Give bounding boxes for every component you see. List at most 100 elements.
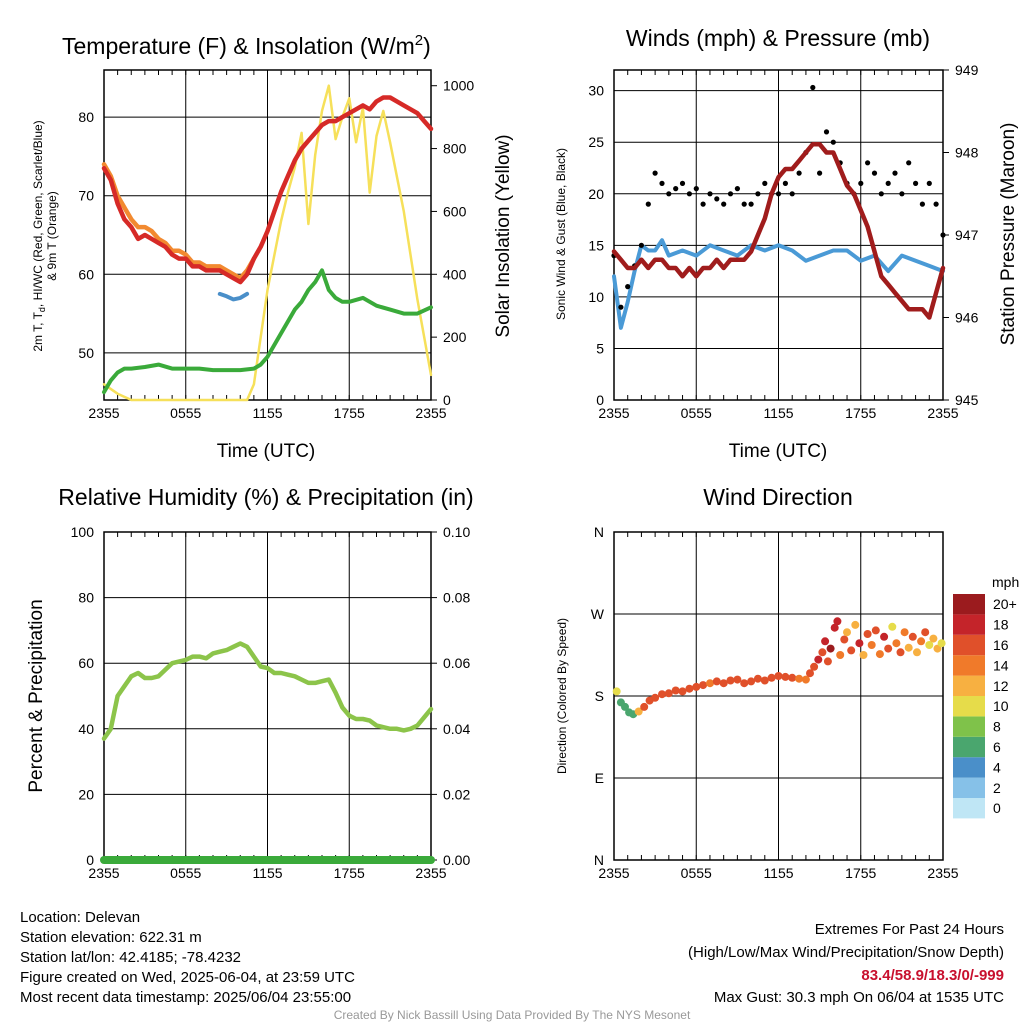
direction-point (830, 623, 839, 632)
wind-y2tick: 946 (955, 310, 979, 326)
direction-point (925, 641, 934, 649)
direction-point (747, 677, 756, 686)
direction-point (818, 648, 827, 657)
direction-point (801, 675, 810, 684)
direction-point (692, 682, 701, 691)
temp-ytick: 80 (78, 109, 94, 125)
temp-xtick: 1155 (252, 405, 282, 421)
gust-point (789, 191, 795, 197)
gust-point (755, 191, 761, 197)
gust-point (707, 191, 713, 197)
temp-panel: 2355 0555 1155 1755 235550607080020040060080… (78, 69, 474, 421)
direction-point (760, 676, 769, 685)
temp-xtick: 2355 (88, 405, 119, 421)
gust-point (721, 201, 727, 207)
dir-ytick: S (595, 688, 604, 704)
temp-series-insolation (102, 84, 433, 402)
direction-point (851, 620, 860, 629)
dir-title: Wind Direction (703, 484, 853, 510)
direction-point (880, 632, 889, 641)
gust-point (940, 232, 946, 238)
gust-point (673, 186, 679, 192)
direction-point (929, 634, 938, 643)
gust-point (885, 180, 891, 186)
dir-xtick: 2355 (598, 865, 629, 881)
direction-point (634, 707, 643, 716)
direction-point (840, 635, 849, 644)
direction-point (726, 676, 735, 685)
temp-y2tick: 800 (443, 141, 467, 157)
rh-xtick: 1155 (252, 865, 282, 881)
gust-point (830, 139, 836, 145)
rh-y2tick: 0.06 (443, 655, 470, 671)
wind-y2label: Station Pressure (Maroon) (998, 123, 1019, 346)
gust-point (878, 191, 884, 197)
direction-point (826, 644, 835, 653)
direction-point (706, 679, 714, 688)
gust-point (871, 170, 878, 176)
wind-ytick: 15 (588, 237, 604, 253)
direction-point (863, 630, 872, 638)
gust-point (679, 180, 686, 186)
svg-text:2m T, Td, HI/WC (Red, Green, S: 2m T, Td, HI/WC (Red, Green, Scarlet/Blu… (31, 120, 47, 351)
temp-y2tick: 200 (443, 329, 467, 345)
dir-xtick: 0555 (681, 865, 712, 881)
direction-point (814, 655, 823, 664)
temp-series-wc (217, 291, 250, 302)
direction-point (896, 648, 905, 657)
dir-ytick: N (594, 524, 604, 540)
rh-y2tick: 0.02 (443, 786, 470, 802)
rh-y2tick: 0.04 (443, 721, 470, 737)
speed-colorbar: mph 0 2 4 6 8 10 12 14 16 18 20+ (953, 574, 1019, 819)
colorbar-title: mph (992, 574, 1019, 590)
direction-point (612, 687, 621, 696)
wind-xtick: 1755 (845, 405, 876, 421)
direction-point (843, 628, 851, 637)
rh-y2tick: 0.00 (443, 852, 470, 868)
rh-y2tick: 0.10 (443, 524, 470, 540)
gust-point (734, 186, 741, 192)
gust-point (700, 201, 706, 207)
wind-ytick: 20 (588, 186, 604, 202)
rh-title: Relative Humidity (%) & Precipitation (i… (58, 484, 473, 510)
direction-point (847, 646, 856, 655)
wind-xtick: 0555 (681, 405, 712, 421)
gust-point (748, 201, 754, 207)
temp-y2label: Solar Insolation (Yellow) (493, 134, 514, 337)
temp-y2tick: 400 (443, 266, 467, 282)
colorbar-cell (953, 614, 985, 635)
rh-xtick: 2355 (415, 865, 446, 881)
extremes-values: 83.4/58.9/18.3/0/-999 (861, 967, 1004, 984)
colorbar-cell (953, 716, 985, 737)
dir-frame (613, 531, 944, 861)
colorbar-label: 6 (993, 739, 1001, 755)
direction-point (836, 651, 845, 659)
footer-recent: Most recent data timestamp: 2025/06/04 2… (20, 989, 351, 1006)
colorbar-cell (953, 757, 985, 778)
dir-xtick: 1155 (763, 865, 793, 881)
temp-ylabel: 2m T, Td, HI/WC (Red, Green, Scarlet/Blu… (31, 120, 59, 351)
dir-ytick: E (595, 770, 604, 786)
direction-point (664, 689, 673, 698)
wind-xtick: 1155 (763, 405, 793, 421)
rh-xtick: 0555 (170, 865, 201, 881)
credit-line: Created By Nick Bassill Using Data Provi… (334, 1008, 691, 1022)
direction-point (719, 679, 728, 688)
colorbar-label: 16 (993, 637, 1009, 653)
rh-xtick: 2355 (88, 865, 119, 881)
direction-point (823, 657, 832, 666)
temp-xtick: 2355 (415, 405, 446, 421)
gust-point (645, 201, 651, 207)
gust-point (926, 180, 932, 186)
gust-point (775, 191, 782, 197)
dir-xtick: 1755 (845, 865, 876, 881)
colorbar-label: 10 (993, 698, 1009, 714)
temp-series-9m-t (101, 162, 257, 281)
colorbar-cell (953, 655, 985, 676)
colorbar-cell (953, 594, 985, 615)
direction-point (892, 639, 901, 648)
rh-y2tick: 0.08 (443, 590, 470, 606)
colorbar-label: 14 (993, 657, 1009, 673)
colorbar-cell (953, 675, 985, 696)
direction-point (658, 690, 666, 699)
